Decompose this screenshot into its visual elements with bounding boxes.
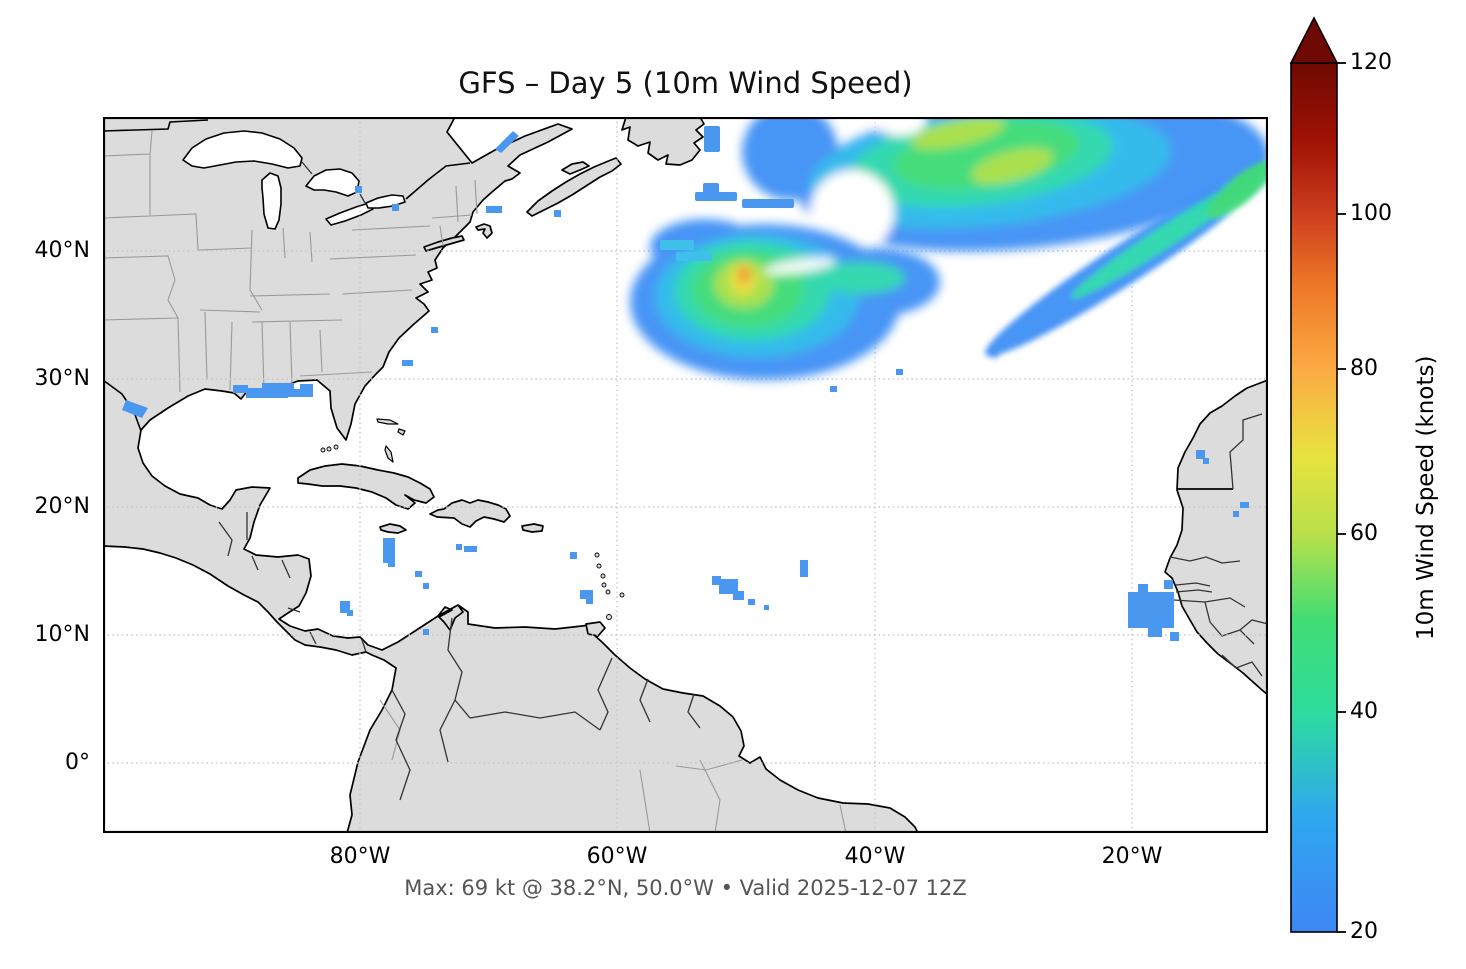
y-tick-40n: 40°N — [34, 238, 90, 263]
colorbar-ticks — [1337, 62, 1346, 933]
colorbar-extend-arrow — [1289, 16, 1339, 64]
wind-field-small-patches — [122, 126, 1249, 641]
graticule-gridlines — [103, 117, 1268, 833]
cbar-tick-20: 20 — [1350, 919, 1378, 944]
colorbar-axis-label: 10m Wind Speed (knots) — [1413, 355, 1439, 641]
country-borders — [103, 119, 1268, 801]
y-tick-30n: 30°N — [34, 366, 90, 391]
cbar-tick-60: 60 — [1350, 521, 1378, 546]
wind-field-cyclone — [630, 219, 940, 380]
colorbar-gradient-bar — [1290, 62, 1338, 933]
y-tick-10n: 10°N — [34, 622, 90, 647]
cbar-tick-120: 120 — [1350, 50, 1392, 75]
chart-title: GFS – Day 5 (10m Wind Speed) — [458, 66, 913, 100]
wind-field-diagonal-band — [985, 161, 1268, 358]
y-tick-20n: 20°N — [34, 494, 90, 519]
cbar-tick-100: 100 — [1350, 201, 1392, 226]
great-lakes — [182, 130, 406, 230]
colorbar — [1289, 16, 1346, 933]
x-tick-60w: 60°W — [586, 844, 648, 869]
x-tick-40w: 40°W — [844, 844, 906, 869]
map-plot-area — [103, 117, 1268, 833]
cbar-tick-80: 80 — [1350, 356, 1378, 381]
plot-frame — [103, 117, 1268, 833]
max-valid-caption: Max: 69 kt @ 38.2°N, 50.0°W • Valid 2025… — [404, 876, 967, 900]
x-tick-80w: 80°W — [329, 844, 391, 869]
y-tick-0: 0° — [65, 750, 90, 775]
state-borders — [103, 130, 847, 833]
cbar-tick-40: 40 — [1350, 699, 1378, 724]
land-layer — [103, 117, 1268, 833]
x-tick-20w: 20°W — [1101, 844, 1163, 869]
